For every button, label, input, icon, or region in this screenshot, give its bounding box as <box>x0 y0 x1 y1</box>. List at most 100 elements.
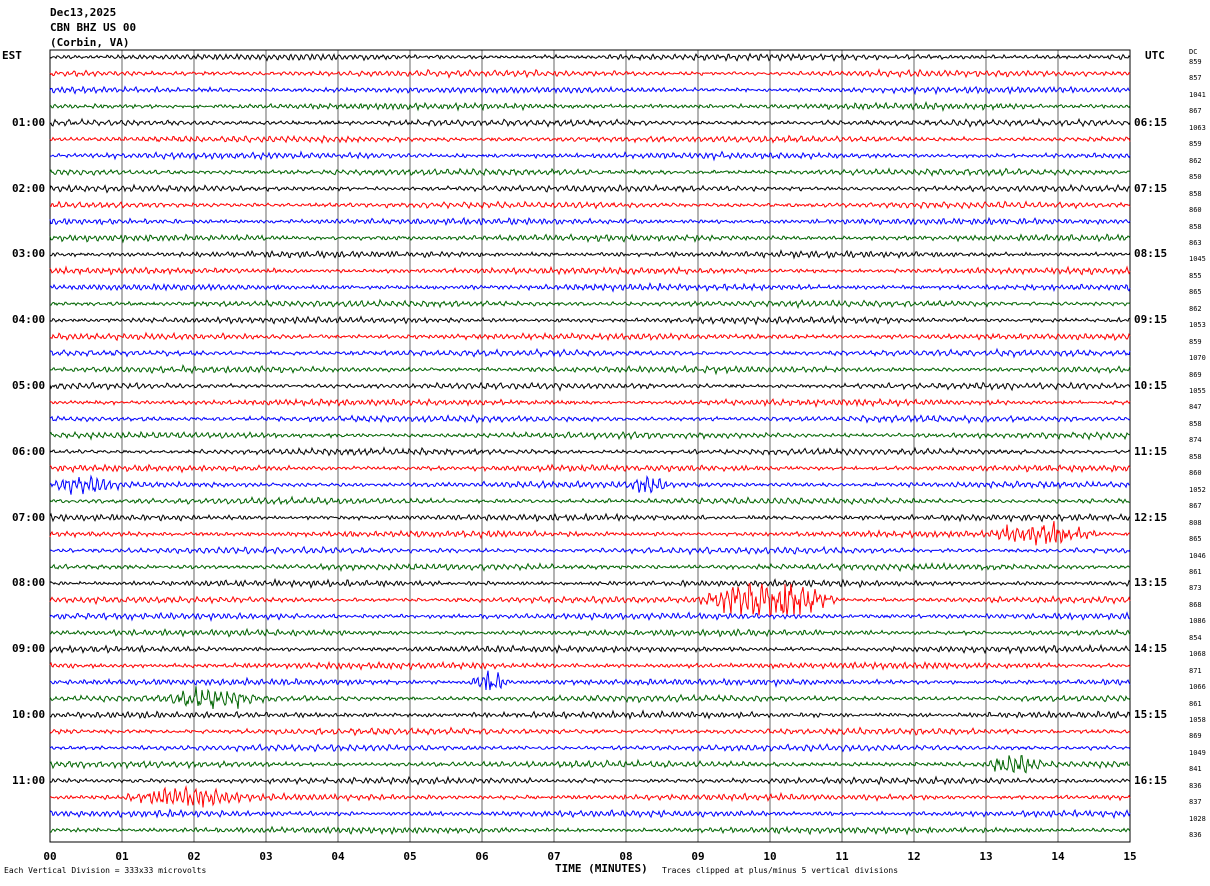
seismic-trace <box>49 85 1131 96</box>
left-hour-label: 02:00 <box>12 181 46 195</box>
x-tick-label: 12 <box>907 850 921 863</box>
x-tick-label: 01 <box>115 850 129 863</box>
x-tick-label: 02 <box>187 850 201 863</box>
seismic-trace <box>49 167 1131 178</box>
seismic-trace <box>49 670 1131 691</box>
seismic-trace <box>49 583 1131 617</box>
dc-offset-label: 1058 <box>1189 716 1206 724</box>
dc-header-label: DC <box>1189 48 1198 56</box>
x-tick-label: 04 <box>331 850 345 863</box>
seismic-trace <box>49 755 1131 774</box>
dc-offset-label: 865 <box>1189 288 1202 297</box>
seismic-trace <box>49 512 1131 523</box>
right-hour-label: 16:15 <box>1134 773 1168 787</box>
dc-offset-label: 863 <box>1189 238 1202 247</box>
dc-offset-label: 1055 <box>1189 387 1206 395</box>
dc-offset-label: 868 <box>1189 600 1202 609</box>
x-tick-label: 05 <box>403 850 417 863</box>
dc-offset-label: 1070 <box>1189 354 1206 363</box>
dc-offset-label: 808 <box>1189 518 1202 527</box>
dc-offset-label: 873 <box>1189 584 1202 593</box>
x-tick-label: 03 <box>259 850 273 863</box>
seismic-trace <box>49 627 1131 638</box>
station-code: CBN BHZ US 00 <box>50 21 137 34</box>
dc-offset-label: 858 <box>1189 222 1202 231</box>
seismic-trace <box>49 709 1131 720</box>
left-hour-label: 03:00 <box>12 247 46 261</box>
seismic-trace <box>49 100 1131 112</box>
dc-offset-label: 867 <box>1189 107 1202 116</box>
seismic-trace <box>49 686 1131 709</box>
seismic-trace <box>49 117 1131 128</box>
x-tick-label: 13 <box>979 850 993 863</box>
dc-offset-label: 874 <box>1189 436 1202 445</box>
seismic-trace <box>49 265 1131 276</box>
right-hour-label: 08:15 <box>1134 247 1168 261</box>
seismic-trace <box>49 282 1131 293</box>
dc-offset-label: 837 <box>1189 798 1202 807</box>
seismic-trace <box>49 414 1131 425</box>
x-axis-title: TIME (MINUTES) <box>555 862 648 875</box>
seismic-trace <box>49 545 1131 556</box>
seismic-trace <box>49 446 1131 457</box>
dc-offset-label: 841 <box>1189 765 1202 774</box>
left-hour-label: 07:00 <box>12 510 46 524</box>
left-hour-label: 11:00 <box>12 773 46 787</box>
seismic-trace <box>49 381 1131 392</box>
right-hour-label: 15:15 <box>1134 708 1168 721</box>
seismic-trace <box>49 298 1131 310</box>
dc-offset-label: 858 <box>1189 452 1202 461</box>
dc-offset-label: 859 <box>1189 58 1202 66</box>
plot-header: Dec13,2025 CBN BHZ US 00 (Corbin, VA) <box>50 5 136 50</box>
dc-offset-label: 861 <box>1189 699 1202 708</box>
dc-offset-label: 1028 <box>1189 814 1206 823</box>
dc-offset-label: 869 <box>1189 732 1202 741</box>
left-hour-label: 05:00 <box>12 379 46 392</box>
seismic-trace <box>49 150 1131 162</box>
dc-offset-label: 850 <box>1189 173 1202 182</box>
dc-offset-label: 1063 <box>1189 123 1206 132</box>
seismic-trace <box>49 200 1131 210</box>
right-hour-label: 09:15 <box>1134 313 1168 327</box>
dc-offset-label: 1046 <box>1189 551 1206 560</box>
clipping-note: Traces clipped at plus/minus 5 vertical … <box>662 866 899 875</box>
seismic-trace <box>49 474 1130 495</box>
seismic-trace <box>49 331 1131 342</box>
left-hour-label: 10:00 <box>12 708 46 721</box>
seismic-trace <box>49 397 1131 408</box>
dc-offset-label: 859 <box>1189 140 1202 149</box>
dc-offset-label: 858 <box>1189 189 1202 198</box>
right-hour-label: 06:15 <box>1134 115 1168 129</box>
seismic-trace <box>49 68 1131 79</box>
seismic-trace <box>49 363 1131 376</box>
seismic-trace <box>49 785 1131 808</box>
seismic-trace <box>49 561 1131 573</box>
left-hour-label: 09:00 <box>12 642 46 656</box>
left-hour-label: 01:00 <box>12 115 46 129</box>
right-hour-label: 11:15 <box>1134 444 1168 458</box>
left-hour-label: 06:00 <box>12 444 46 458</box>
seismic-trace <box>49 577 1131 590</box>
seismic-trace <box>49 183 1131 194</box>
x-tick-label: 11 <box>835 850 849 863</box>
x-tick-label: 00 <box>43 850 57 863</box>
dc-offset-label: 847 <box>1189 403 1202 412</box>
seismic-trace <box>49 314 1131 326</box>
dc-offset-label: 855 <box>1189 271 1202 280</box>
seismic-trace <box>49 248 1131 260</box>
dc-offset-label: 1049 <box>1189 748 1206 757</box>
dc-offset-label: 858 <box>1189 419 1202 428</box>
dc-offset-label: 862 <box>1189 304 1202 313</box>
dc-offset-label: 836 <box>1189 781 1202 790</box>
dc-offset-label: 1066 <box>1189 683 1206 692</box>
dc-offset-label: 1086 <box>1189 617 1206 626</box>
seismic-trace <box>49 726 1131 737</box>
plot-date: Dec13,2025 <box>50 6 117 19</box>
seismic-trace <box>49 808 1131 820</box>
seismic-trace <box>49 52 1131 62</box>
seismic-trace <box>49 134 1131 145</box>
dc-offset-label: 836 <box>1189 831 1202 840</box>
right-hour-label: 12:15 <box>1134 510 1168 524</box>
dc-offset-label: 871 <box>1189 666 1202 675</box>
seismic-trace <box>49 430 1131 441</box>
